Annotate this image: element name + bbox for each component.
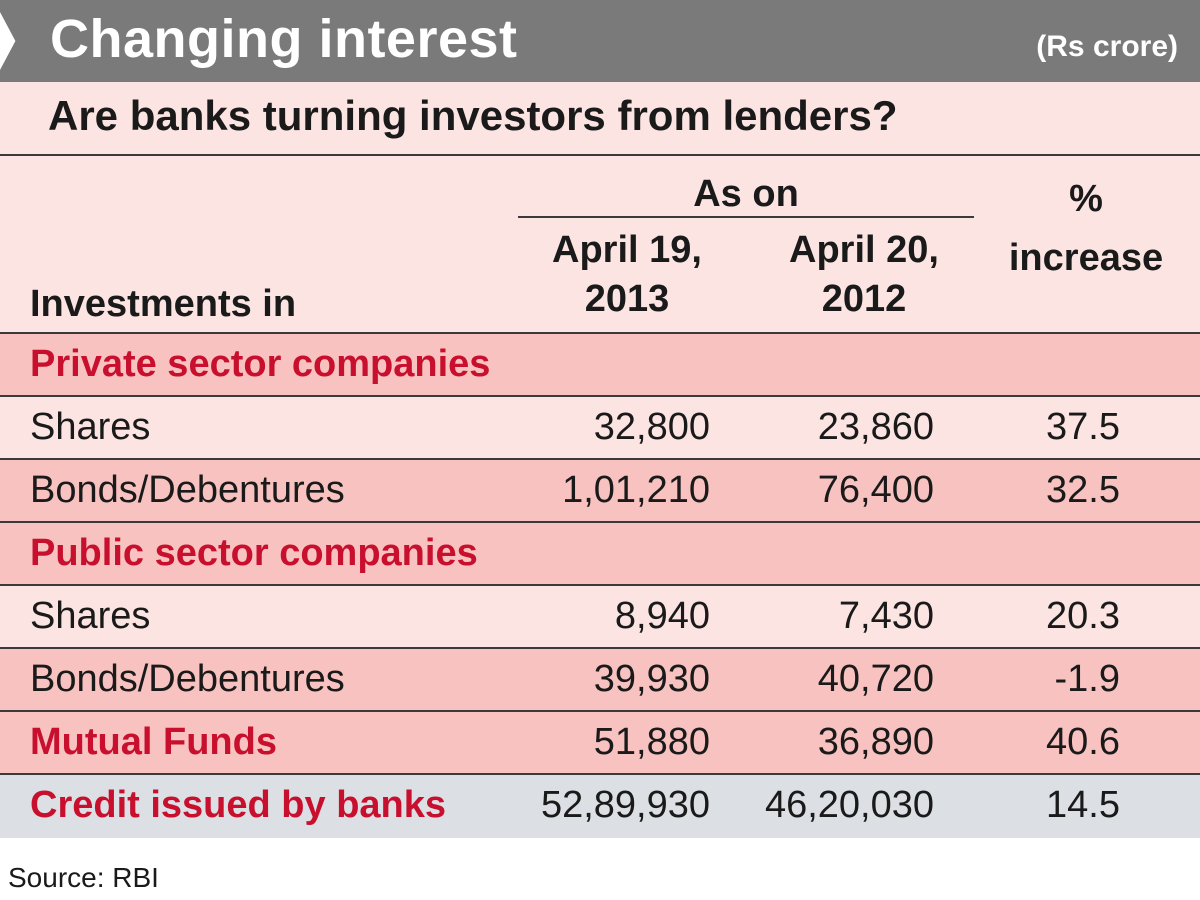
table-row: Bonds/Debentures 39,930 40,720 -1.9 [0, 649, 1200, 712]
header-col3-line1: % [1069, 178, 1103, 220]
row-label: Bonds/Debentures [30, 469, 345, 511]
table-section-row: Public sector companies [0, 523, 1200, 586]
table-row: Shares 8,940 7,430 20.3 [0, 586, 1200, 649]
cell-april-2013: 39,930 [593, 658, 710, 700]
cell-april-2012: 7,430 [838, 595, 934, 637]
header-as-on: As on [693, 173, 799, 215]
header-col1-line1: April 19, [552, 229, 702, 271]
row-label: Shares [30, 406, 151, 448]
cell-april-2012: 76,400 [817, 469, 934, 511]
header-col3-line2: increase [1008, 236, 1164, 279]
table-row: Mutual Funds 51,880 36,890 40.6 [0, 712, 1200, 775]
table-row: Bonds/Debentures 1,01,210 76,400 32.5 [0, 460, 1200, 523]
cell-april-2012: 36,890 [817, 721, 934, 763]
header-group-rule [518, 216, 974, 218]
subtitle-bar: Are banks turning investors from lenders… [0, 82, 1200, 156]
chart-title: Changing interest [50, 9, 518, 69]
table-body: Private sector companies Shares 32,800 23,8… [0, 334, 1200, 838]
unit-label: (Rs crore) [1036, 30, 1178, 63]
banner-arrow-icon [0, 12, 16, 70]
cell-april-2013: 32,800 [593, 406, 710, 448]
header-investments-in: Investments in [30, 283, 297, 325]
source-note: Source: RBI [8, 862, 159, 893]
cell-april-2013: 51,880 [593, 721, 710, 763]
chart-subtitle: Are banks turning investors from lenders… [48, 92, 898, 139]
header-col-percent-increase: % increase [986, 170, 1186, 288]
cell-percent-increase: 40.6 [1046, 721, 1120, 763]
cell-percent-increase: 14.5 [1046, 784, 1120, 826]
row-label: Public sector companies [30, 532, 478, 574]
header-col1-line2: 2013 [584, 278, 670, 321]
cell-percent-increase: 32.5 [1046, 469, 1120, 511]
cell-april-2012: 23,860 [817, 406, 934, 448]
row-label: Mutual Funds [30, 721, 277, 763]
header-col2-line1: April 20, [789, 229, 939, 271]
cell-april-2013: 52,89,930 [540, 784, 710, 826]
table-row: Credit issued by banks 52,89,930 46,20,030… [0, 775, 1200, 838]
cell-percent-increase: 20.3 [1046, 595, 1120, 637]
table-row: Shares 32,800 23,860 37.5 [0, 397, 1200, 460]
table-header: Investments in As on April 19, 2013 Apri… [0, 156, 1200, 334]
header-col-april-2012: April 20, 2012 [754, 226, 974, 325]
row-label: Credit issued by banks [30, 784, 447, 826]
cell-april-2013: 1,01,210 [562, 469, 710, 511]
cell-april-2013: 8,940 [614, 595, 710, 637]
cell-percent-increase: 37.5 [1046, 406, 1120, 448]
cell-percent-increase: -1.9 [1054, 658, 1120, 700]
table-section-row: Private sector companies [0, 334, 1200, 397]
header-col-april-2013: April 19, 2013 [520, 226, 734, 325]
cell-april-2012: 46,20,030 [764, 784, 934, 826]
header-col2-line2: 2012 [821, 278, 907, 321]
row-label: Private sector companies [30, 343, 491, 385]
row-label: Shares [30, 595, 151, 637]
cell-april-2012: 40,720 [817, 658, 934, 700]
row-label: Bonds/Debentures [30, 658, 345, 700]
data-table: Investments in As on April 19, 2013 Apri… [0, 156, 1200, 838]
title-banner: Changing interest (Rs crore) [0, 0, 1200, 82]
